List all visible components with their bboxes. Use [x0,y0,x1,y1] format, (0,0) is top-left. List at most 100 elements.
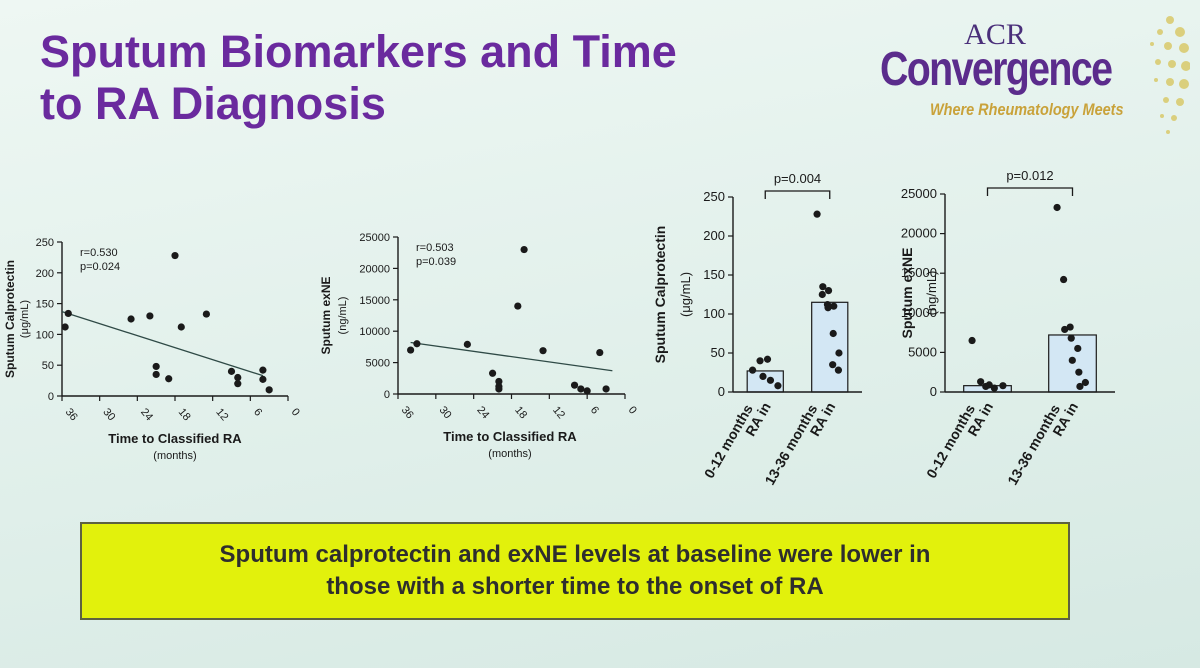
logo-tagline: Where Rheumatology Meets [930,100,1124,119]
chart0-x-tick-label: 0 [289,406,302,418]
chart1-y-tick-label: 5000 [366,358,390,370]
chart1-x-label: Time to Classified RA [443,429,577,444]
chart3-y-tick-label: 15000 [901,265,937,280]
chart2-y-tick-label: 250 [703,189,725,204]
chart0-data-point [234,373,242,382]
chart3-category-label: 0-12 months [923,401,978,481]
chart0-data-point [234,380,242,388]
chart0-x-label: Time to Classified RA [108,431,242,446]
chart1-y-tick-label: 10000 [359,326,390,338]
chart1-data-point [495,385,503,393]
chart2-data-point [819,283,827,291]
chart3-data-point [968,336,976,345]
chart0-y-tick-label: 100 [36,329,54,341]
chart1-data-point [570,381,579,389]
chart1-x-tick-label: 6 [588,404,601,416]
chart1-data-point [583,387,591,395]
chart0-data-point [171,251,179,260]
chart3-significance-label: p=0.012 [1006,168,1053,183]
chart3-data-point [1081,378,1089,387]
chart2-data-point [756,357,764,365]
chart3-data-point [1061,325,1069,334]
chart2-significance-label: p=0.004 [774,171,821,186]
chart1-y-tick-label: 0 [384,389,390,401]
callout-line-2: those with a shorter time to the onset o… [326,573,824,600]
chart0-annotation: r=0.530 [80,247,118,259]
chart3-data-point [1067,334,1075,342]
chart0-x-tick-label: 30 [100,406,117,423]
chart0-x-tick-label: 6 [251,406,264,418]
chart2-data-point [829,329,837,338]
chart0-annotation: p=0.024 [80,261,120,273]
chart3-y-tick-label: 20000 [901,226,937,241]
chart3-data-point [1053,203,1061,212]
chart1-data-point [602,385,610,393]
chart2-data-point [766,376,775,384]
chart0-y-tick-label: 150 [36,299,54,311]
chart2-y-tick-label: 50 [711,345,725,360]
chart2-y-tick-label: 150 [703,267,725,282]
chart2-y-unit: (μg/mL) [678,272,693,317]
chart1-data-point [514,302,522,310]
chart3-y-tick-label: 0 [930,384,937,399]
chart3-data-point [1075,368,1083,376]
chart3-y-tick-label: 25000 [901,186,937,201]
chart2-data-point [824,287,833,295]
chart0-x-tick-label: 24 [138,406,155,423]
chart1-x-tick-label: 24 [474,404,491,421]
chart1-data-point [488,369,497,377]
chart2-data-point [748,366,757,374]
chart1-x-tick-label: 36 [399,404,416,421]
logo-acr: ACR [964,18,1026,51]
logo-dot-pattern [1150,16,1190,134]
chart1-y-tick-label: 20000 [359,263,390,275]
chart1-x-unit: (months) [488,448,531,460]
chart3-category-label: 13-36 months [1004,401,1063,487]
chart2-data-point [813,210,821,218]
chart2-data-point [759,372,767,380]
chart1-data-point [520,245,528,254]
chart0-trend-line [61,310,264,377]
chart2-data-point [834,366,843,374]
title-line-1: Sputum Biomarkers and Time [40,26,677,77]
title-line-2: to RA Diagnosis [40,78,386,129]
chart0-x-unit: (months) [153,450,196,462]
chart2-data-point [774,382,782,390]
chart1-data-point [539,347,547,355]
chart0-y-unit: (μg/mL) [19,300,31,338]
chart2-y-label: Sputum Calprotectin [652,226,668,364]
chart3-data-point [1066,323,1074,331]
chart3-data-point [1076,382,1084,391]
chart0-data-point [265,386,273,394]
chart1-annotation: p=0.039 [416,256,456,268]
chart1-y-tick-label: 25000 [359,232,390,244]
chart1-data-point [413,340,421,348]
chart0-data-point [61,323,69,331]
chart0-data-point [152,370,160,379]
chart3-data-point [1074,344,1082,353]
chart3-y-tick-label: 5000 [908,344,937,359]
chart1-data-point [407,346,415,354]
chart3-significance-bracket [986,187,1074,196]
chart2-bar [811,301,849,393]
chart2-data-point [823,301,832,309]
chart0-data-point [259,375,267,383]
chart1-y-label: Sputum exNE [319,276,333,354]
chart3-data-point [1068,356,1076,364]
chart0-data-point [227,367,236,375]
chart0-data-point [259,366,267,374]
chart1-x-tick-label: 12 [550,404,567,421]
chart0-y-label: Sputum Calprotectin [3,260,17,378]
chart1-x-tick-label: 30 [437,404,454,421]
chart2-data-point [835,349,843,357]
chart0-y-tick-label: 200 [36,268,54,280]
chart0-data-point [146,312,154,320]
chart0-x-tick-label: 12 [213,406,230,423]
chart0-data-point [165,375,173,383]
chart3-y-label: Sputum exNE [899,247,915,338]
chart3-data-point [1060,275,1068,284]
chart2-data-point [818,290,826,299]
slide-title: Sputum Biomarkers and Time to RA Diagnos… [40,26,860,130]
chart3-y-unit: (ng/mL) [924,271,939,316]
